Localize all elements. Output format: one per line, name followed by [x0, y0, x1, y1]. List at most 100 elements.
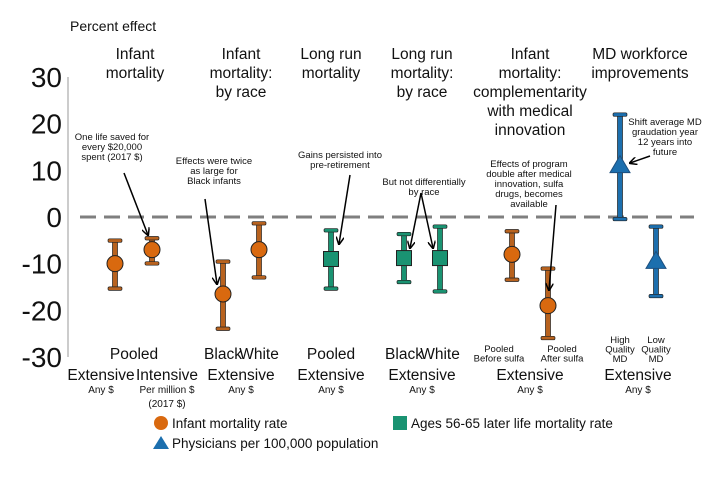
x-category-label: Black	[204, 346, 242, 363]
error-bar-cap-bottom	[504, 277, 520, 282]
y-tick-label: 30	[31, 62, 62, 93]
group-measure-label: Extensive	[496, 367, 563, 384]
x-category-label: White	[420, 346, 460, 363]
x-category-sublabel: Any $	[88, 385, 114, 396]
y-axis-label: Percent effect	[70, 18, 156, 34]
group-title: improvements	[591, 65, 689, 82]
group-subcaption: Any $	[318, 385, 344, 396]
annotation-arrow	[549, 204, 557, 290]
x-category-label: Pooled	[547, 344, 577, 355]
annotation-text: Effects of program	[490, 159, 568, 170]
annotation-text: One life saved for	[75, 132, 149, 143]
point-marker-square	[396, 250, 412, 267]
legend-circle-icon	[154, 416, 168, 430]
point-marker-circle	[214, 285, 232, 303]
group-subcaption: Any $	[517, 385, 543, 396]
legend-label: Physicians per 100,000 population	[172, 436, 378, 451]
group-title: innovation	[495, 122, 566, 139]
annotation-text: drugs, becomes	[495, 189, 563, 200]
data-point-infant	[250, 221, 268, 280]
annotation-text: But not differentially	[382, 177, 466, 188]
group-title: mortality	[106, 65, 165, 82]
annotation-arrow	[339, 174, 351, 244]
point-marker-circle	[250, 241, 268, 259]
group-title: mortality	[302, 65, 361, 82]
x-category-label: Extensive	[67, 367, 134, 384]
annotation-text: Black infants	[187, 176, 241, 187]
x-category-label: Pooled	[307, 346, 355, 363]
x-category-label: Low	[647, 335, 665, 346]
group-measure-label: Extensive	[207, 367, 274, 384]
data-point-later	[396, 231, 412, 285]
group-measure-label: Extensive	[604, 367, 671, 384]
x-category-label: White	[239, 346, 279, 363]
group-measure-label: Extensive	[297, 367, 364, 384]
legend-square-icon	[393, 416, 407, 430]
error-bar-cap-bottom	[144, 261, 160, 266]
error-bar-cap-bottom	[432, 289, 448, 294]
annotation-text: innovation, sulfa	[495, 179, 564, 190]
y-tick-label: -20	[22, 295, 62, 326]
point-marker-triangle	[609, 154, 631, 174]
x-category-sublabel: Per million $	[139, 385, 194, 396]
error-bar-cap-top	[504, 229, 520, 234]
error-bar-cap-top	[107, 238, 123, 243]
x-category-label: Quality	[605, 345, 635, 356]
error-bar-cap-top	[648, 224, 664, 229]
annotation-text: by race	[408, 187, 439, 198]
data-point-physicians	[609, 112, 631, 222]
error-bar-cap-top	[540, 266, 556, 271]
y-tick-label: -30	[22, 342, 62, 373]
group-title: by race	[216, 84, 267, 101]
legend-label: Ages 56-65 later life mortality rate	[411, 416, 613, 431]
data-point-infant	[503, 229, 521, 282]
group-title: complementarity	[473, 84, 587, 101]
annotation-text: 12 years into	[638, 137, 692, 148]
error-bar-cap-top	[432, 224, 448, 229]
data-point-infant	[539, 266, 557, 341]
data-point-infant	[143, 236, 161, 266]
annotation-text: future	[653, 147, 677, 158]
x-category-label: MD	[613, 354, 628, 365]
x-category-label: After sulfa	[541, 354, 584, 365]
error-bar-cap-top	[396, 231, 412, 237]
error-bar-cap-top	[215, 259, 231, 264]
group-title: with medical	[486, 103, 572, 120]
error-bar-cap-bottom	[540, 335, 556, 341]
x-category-label: Pooled	[484, 344, 514, 355]
legend-label: Infant mortality rate	[172, 416, 288, 431]
group-title: Long run	[300, 46, 361, 63]
point-marker-triangle	[645, 250, 667, 269]
group-title: by race	[397, 84, 448, 101]
annotation-arrow	[410, 192, 422, 248]
annotation-arrow	[123, 172, 148, 235]
data-point-infant	[106, 238, 124, 291]
error-bar-cap-top	[612, 112, 628, 117]
group-title: Infant	[116, 46, 155, 63]
error-bar-cap-top	[251, 221, 267, 226]
annotation-arrow	[630, 155, 651, 163]
annotation-text: graudation year	[632, 127, 698, 138]
error-bar-cap-bottom	[612, 216, 628, 222]
x-category-label: Black	[385, 346, 423, 363]
annotation-text: spent (2017 $)	[81, 152, 142, 163]
annotation-text: Gains persisted into	[298, 150, 382, 161]
annotation-text: Effects were twice	[176, 156, 252, 167]
x-category-label: MD	[649, 354, 664, 365]
error-bar-cap-bottom	[323, 286, 339, 291]
annotation-text: as large for	[190, 166, 238, 177]
legend-triangle-icon	[153, 436, 169, 449]
data-point-infant	[214, 259, 232, 331]
x-category-label: Quality	[641, 345, 671, 356]
y-tick-label: 0	[46, 202, 62, 233]
annotation-arrow	[420, 192, 433, 248]
annotation-text: double after medical	[486, 169, 572, 180]
x-category-label: Before sulfa	[474, 354, 525, 365]
y-tick-label: -10	[22, 249, 62, 280]
point-marker-circle	[539, 297, 557, 315]
point-marker-circle	[106, 255, 124, 273]
group-title: MD workforce	[592, 46, 688, 63]
error-bar-cap-bottom	[251, 275, 267, 280]
group-measure-label: Extensive	[388, 367, 455, 384]
